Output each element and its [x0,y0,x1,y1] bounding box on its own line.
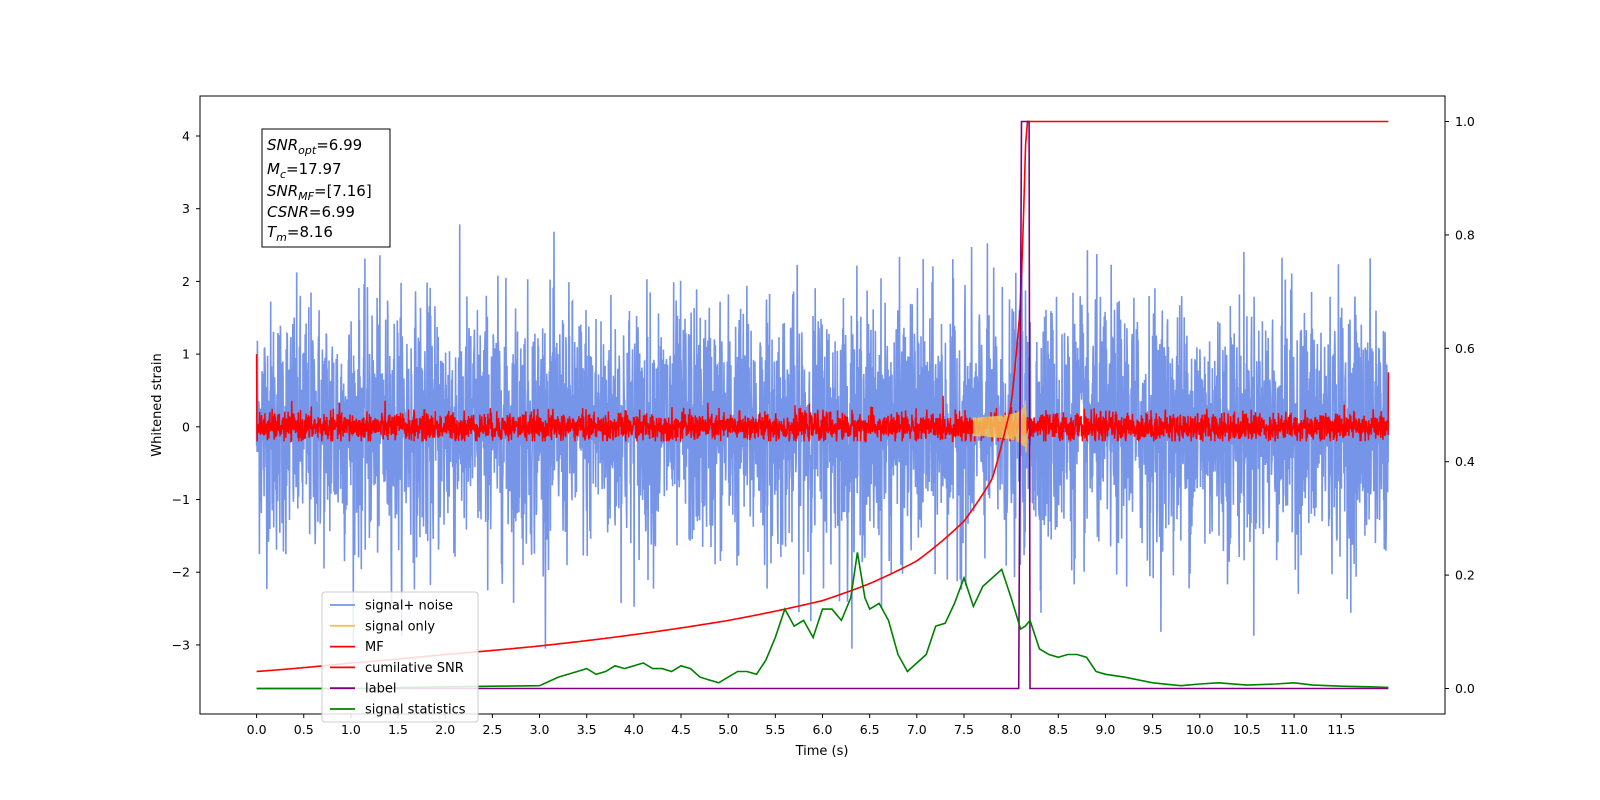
legend-label: label [365,682,396,697]
y-tick-label-right: 1.0 [1455,114,1475,129]
y-axis-left: −3 −2 −1 0 1 2 3 4 [172,128,200,652]
series-signal-statistics [256,552,1389,690]
legend-label: signal statistics [365,703,466,718]
x-tick-label: 0.5 [294,722,314,737]
x-tick-label: 5.0 [718,722,738,737]
y-tick-label-left: −3 [172,637,190,652]
x-tick-label: 8.5 [1048,722,1068,737]
x-tick-label: 1.5 [388,722,408,737]
annotation-csnr: CSNR=6.99 [267,203,355,221]
x-tick-label: 7.5 [954,722,974,737]
x-tick-label: 8.0 [1001,722,1021,737]
x-tick-label: 9.0 [1096,722,1116,737]
x-tick-label: 4.5 [671,722,691,737]
x-tick-label: 4.0 [624,722,644,737]
y-axis-right: 0.0 0.2 0.4 0.6 0.8 1.0 [1445,114,1475,696]
x-axis: 0.0 0.5 1.0 1.5 2.0 2.5 3.0 3.5 4.0 4.5 5.0 5.5 6.0 6… [247,714,1355,737]
y-tick-label-left: 2 [182,274,190,289]
x-tick-label: 6.5 [860,722,880,737]
x-tick-label: 10.0 [1186,722,1214,737]
y-tick-label-left: 0 [182,419,190,434]
x-axis-label: Time (s) [795,744,849,759]
y-tick-label-right: 0.8 [1455,227,1475,242]
y-tick-label-left: 3 [182,201,190,216]
x-tick-label: 6.0 [813,722,833,737]
x-tick-label: 0.0 [247,722,267,737]
x-tick-label: 3.0 [530,722,550,737]
y-tick-label-left: 4 [182,128,190,143]
y-tick-label-left: 1 [182,347,190,362]
legend-label: signal only [365,619,435,634]
x-tick-label: 10.5 [1233,722,1261,737]
y-tick-label-right: 0.2 [1455,568,1475,583]
y-tick-label-right: 0.0 [1455,681,1475,696]
annotation-tm: Tm=8.16 [267,223,333,244]
x-tick-label: 2.0 [435,722,455,737]
legend: signal+ noise signal only MF cumilative SNR… [321,591,479,723]
annotation-snr-opt: SNRopt=6.99 [267,136,362,157]
x-tick-label: 9.5 [1143,722,1163,737]
y-tick-label-left: −2 [172,565,190,580]
legend-label: signal+ noise [365,599,453,614]
y-tick-label-right: 0.6 [1455,341,1475,356]
x-tick-label: 1.0 [341,722,361,737]
y-axis-label-left: Whitened strain [150,353,165,456]
series-signal-noise [255,224,1390,649]
x-tick-label: 7.0 [907,722,927,737]
annotation-mc: Mc=17.97 [267,160,342,181]
stats-annotation: SNRopt=6.99 Mc=17.97 SNRMF=[7.16] CSNR=6… [261,128,391,248]
x-tick-label: 5.5 [765,722,785,737]
x-tick-label: 2.5 [482,722,502,737]
y-tick-label-right: 0.4 [1455,454,1475,469]
legend-label: cumilative SNR [365,661,464,676]
annotation-snr-mf: SNRMF=[7.16] [267,182,372,203]
series-label [256,120,1389,690]
x-tick-label: 3.5 [577,722,597,737]
x-tick-label: 11.0 [1280,722,1308,737]
y-tick-label-left: −1 [172,492,190,507]
series-mf [255,354,1390,444]
legend-label: MF [365,640,384,655]
x-tick-label: 11.5 [1327,722,1355,737]
